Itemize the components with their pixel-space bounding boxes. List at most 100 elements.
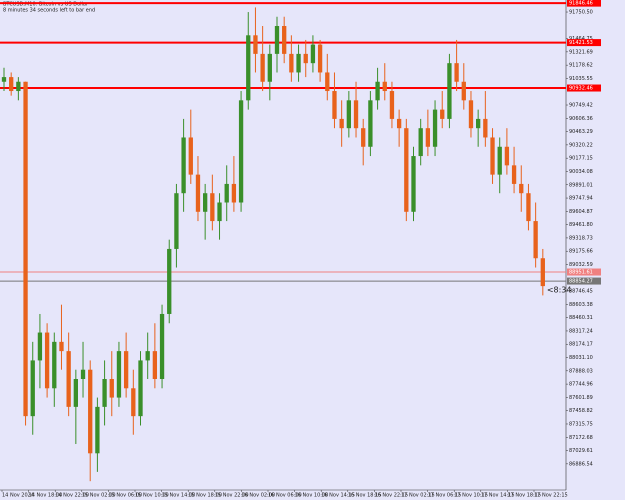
y-tick-label: 89461.80 bbox=[569, 222, 593, 228]
x-tick-label: 15 Nov 10:00 bbox=[135, 493, 169, 499]
x-tick-label: 17 Nov 06:15 bbox=[428, 493, 462, 499]
candle-body bbox=[238, 100, 244, 203]
x-tick-label: 14 Nov 22:00 bbox=[55, 493, 89, 499]
candle-body bbox=[411, 156, 416, 212]
candle-body bbox=[224, 183, 229, 203]
candle-body bbox=[116, 351, 122, 398]
candle-body bbox=[317, 44, 323, 73]
candle-body bbox=[533, 221, 538, 259]
x-tick-label: 16 Nov 22:15 bbox=[374, 493, 408, 499]
candle-body bbox=[80, 369, 86, 379]
x-tick-label: 17 Nov 18:15 bbox=[507, 493, 541, 499]
y-tick-label: 88174.17 bbox=[569, 342, 593, 348]
candle-body bbox=[526, 193, 531, 222]
x-tick-label: 16 Nov 10:00 bbox=[295, 493, 329, 499]
y-tick-label: 89891.01 bbox=[569, 182, 593, 188]
x-tick-label: 16 Nov 02:00 bbox=[241, 493, 275, 499]
candle-body bbox=[296, 53, 301, 73]
x-tick-label: 17 Nov 14:15 bbox=[481, 493, 515, 499]
candle-body bbox=[497, 146, 502, 175]
candle-body bbox=[109, 378, 114, 398]
candle-body bbox=[246, 35, 251, 101]
candle-body bbox=[152, 351, 158, 379]
y-tick-label: 88603.38 bbox=[569, 302, 593, 308]
candle-body bbox=[504, 146, 510, 166]
candle-body bbox=[432, 109, 438, 147]
candle-body bbox=[461, 81, 466, 101]
candle-body bbox=[339, 118, 344, 129]
candle-body bbox=[519, 183, 524, 194]
candle-body bbox=[361, 128, 366, 147]
candle-body bbox=[138, 360, 143, 417]
price-level-label: 90932.46 bbox=[569, 86, 593, 92]
price-level-box bbox=[567, 39, 601, 47]
y-tick-label: 87458.82 bbox=[569, 408, 593, 414]
candle-body bbox=[44, 332, 50, 389]
y-tick-label: 91035.55 bbox=[569, 76, 593, 82]
y-tick-label: 89032.59 bbox=[569, 262, 593, 268]
candle-body bbox=[325, 72, 330, 92]
y-tick-label: 91178.62 bbox=[569, 63, 593, 69]
price-level-box bbox=[567, 84, 601, 92]
x-tick-label: 15 Nov 06:00 bbox=[108, 493, 142, 499]
candle-body bbox=[9, 77, 14, 92]
candle-body bbox=[203, 193, 208, 212]
candle-body bbox=[174, 193, 179, 249]
x-tick-label: 14 Nov 2024 bbox=[2, 493, 34, 499]
y-tick-label: 90034.08 bbox=[569, 169, 593, 175]
candle-body bbox=[375, 81, 380, 101]
y-tick-label: 90463.29 bbox=[569, 129, 593, 135]
candle-body bbox=[267, 53, 272, 82]
x-tick-label: 17 Nov 22:15 bbox=[534, 493, 568, 499]
candle-body bbox=[483, 118, 488, 138]
candle-body bbox=[123, 351, 129, 389]
candle-body bbox=[131, 388, 136, 417]
candle-body bbox=[88, 369, 93, 454]
candle-body bbox=[260, 53, 265, 82]
y-tick-label: 88746.45 bbox=[569, 289, 593, 295]
x-tick-label: 17 Nov 10:15 bbox=[454, 493, 488, 499]
candle-body bbox=[404, 128, 409, 212]
price-level-label: 88854.27 bbox=[569, 279, 593, 285]
y-tick-label: 91321.69 bbox=[569, 49, 593, 55]
candle-body bbox=[490, 137, 495, 175]
y-tick-label: 87315.75 bbox=[569, 421, 593, 427]
y-tick-label: 86886.54 bbox=[569, 461, 593, 467]
x-tick-label: 15 Nov 14:00 bbox=[162, 493, 196, 499]
y-tick-label: 89175.66 bbox=[569, 249, 593, 255]
candle-body bbox=[145, 351, 150, 361]
candle-body bbox=[102, 378, 107, 407]
candle-body bbox=[231, 183, 237, 203]
y-tick-label: 90749.42 bbox=[569, 103, 593, 109]
x-tick-label: 16 Nov 14:15 bbox=[321, 493, 355, 499]
chart-subtitle: 8 minutes 34 seconds left to bar end bbox=[3, 8, 95, 14]
y-tick-label: 90177.15 bbox=[569, 156, 593, 162]
candle-body bbox=[274, 26, 280, 54]
price-level-label: 88951.61 bbox=[569, 270, 593, 276]
bar-timer: <8:34 bbox=[547, 286, 572, 295]
candle-body bbox=[210, 193, 215, 222]
candle-body bbox=[468, 100, 474, 129]
candle-body bbox=[346, 100, 351, 129]
y-tick-label: 88031.10 bbox=[569, 355, 593, 361]
price-level-box bbox=[567, 268, 601, 276]
x-tick-label: 14 Nov 18:00 bbox=[29, 493, 63, 499]
candle-body bbox=[511, 165, 517, 184]
x-tick-label: 15 Nov 02:00 bbox=[82, 493, 116, 499]
price-level-label: 91846.46 bbox=[569, 1, 593, 7]
candle-body bbox=[389, 91, 395, 119]
y-tick-label: 88317.24 bbox=[569, 328, 593, 334]
candle-body bbox=[1, 77, 7, 82]
candle-body bbox=[310, 44, 316, 64]
candle-body bbox=[454, 63, 459, 82]
candle-body bbox=[52, 341, 57, 389]
candle-body bbox=[440, 109, 445, 119]
candle-body bbox=[382, 81, 387, 92]
candle-body bbox=[37, 332, 43, 361]
candle-body bbox=[159, 313, 165, 379]
candle-body bbox=[353, 100, 359, 129]
candle-body bbox=[303, 53, 308, 64]
candle-body bbox=[253, 35, 258, 54]
candle-body bbox=[16, 81, 21, 92]
